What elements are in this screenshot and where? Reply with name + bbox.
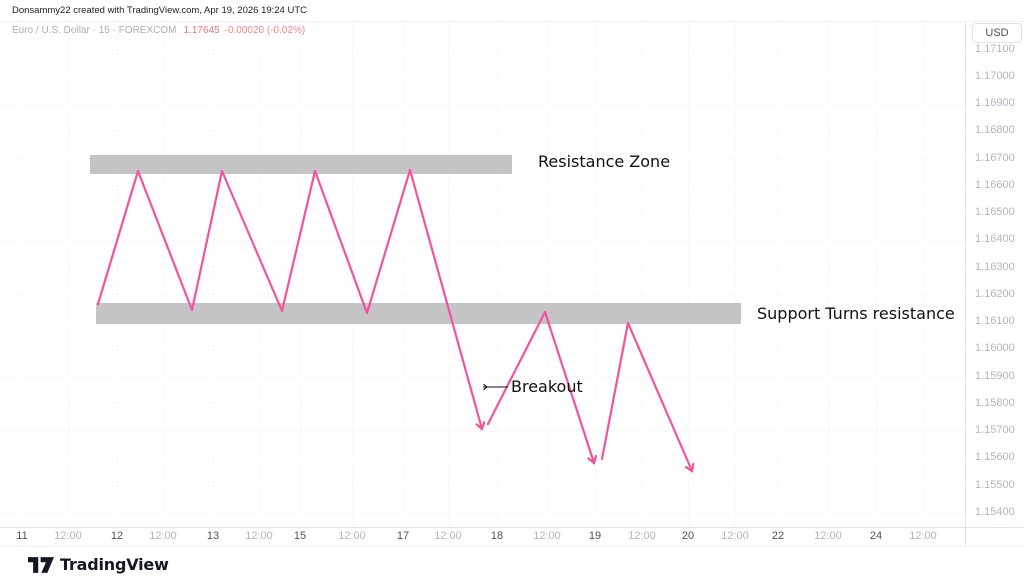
- price-tick-label: 1.16900: [975, 97, 1015, 109]
- time-tick-label: 12:00: [54, 530, 82, 542]
- chart-bottom-border: [0, 546, 1024, 547]
- time-tick-label: 18: [490, 530, 504, 542]
- drawing-layer: [96, 168, 695, 473]
- price-axis[interactable]: USD 1.17100 1.17000 1.16900 1.16800 1.16700 1…: [966, 22, 1024, 527]
- time-tick-label: 24: [869, 530, 883, 542]
- time-tick-label: 12:00: [533, 530, 561, 542]
- price-tick-label: 1.16700: [975, 151, 1015, 164]
- time-tick-label: 17: [396, 530, 410, 542]
- zones-layer: [90, 155, 741, 324]
- price-tick-label: 1.16100: [975, 315, 1015, 327]
- price-tick-label: 1.16800: [975, 124, 1015, 137]
- price-tick-label: 1.15500: [975, 478, 1015, 491]
- time-tick-label: 12:00: [434, 530, 462, 542]
- price-tick-label: 1.16400: [975, 233, 1015, 246]
- legend-symbol[interactable]: Euro / U.S. Dollar · 15 · FOREXCOM: [12, 25, 177, 36]
- price-tick-label: 1.16300: [975, 260, 1015, 273]
- price-tick-label: 1.15900: [975, 369, 1015, 382]
- currency-toggle-button[interactable]: USD: [972, 23, 1022, 43]
- resistance-zone-label[interactable]: Resistance Zone: [538, 152, 671, 171]
- price-tick-label: 1.15400: [975, 505, 1015, 518]
- time-tick-label: 12:00: [909, 530, 937, 542]
- breakout-label[interactable]: Breakout: [511, 377, 583, 396]
- time-tick-label: 12:00: [814, 530, 842, 542]
- zigzag-retest-rally-2[interactable]: [600, 321, 695, 473]
- watermark-text: Donsammy22 created with TradingView.com,…: [12, 5, 308, 16]
- legend-change: -0.00020 (-0.02%): [224, 25, 306, 36]
- tradingview-logo[interactable]: TradingView: [28, 555, 169, 574]
- price-tick-label: 1.16500: [975, 206, 1015, 218]
- legend-last-price: 1.17645: [183, 25, 220, 36]
- time-axis-separator: [0, 527, 1024, 528]
- time-axis[interactable]: 11 12:00 12 12:00 13 12:00 15 12:00 17 12:00 18 12:…: [0, 528, 965, 546]
- time-tick-label: 20: [681, 530, 695, 542]
- price-axis-separator: [965, 22, 966, 546]
- zigzag-range-zigzag-to-breakdown[interactable]: [96, 168, 486, 431]
- time-tick-label: 19: [588, 530, 602, 542]
- tradingview-logo-text: TradingView: [60, 555, 169, 574]
- price-tick-label: 1.15600: [975, 451, 1015, 464]
- price-tick-label: 1.16000: [975, 342, 1015, 355]
- time-tick-label: 22: [771, 530, 785, 542]
- time-tick-label: 12:00: [245, 530, 273, 542]
- time-tick-label: 15: [293, 530, 307, 542]
- support-zone-label[interactable]: Support Turns resistance: [757, 304, 955, 323]
- price-tick-label: 1.16600: [975, 178, 1015, 191]
- time-tick-label: 13: [206, 530, 220, 542]
- resistance-zone-rect[interactable]: [90, 155, 512, 174]
- price-tick-label: 1.17000: [975, 69, 1015, 82]
- legend: Euro / U.S. Dollar · 15 · FOREXCOM 1.1764…: [12, 25, 305, 36]
- price-tick-label: 1.15800: [975, 396, 1015, 409]
- price-tick-label: 1.17100: [975, 42, 1015, 55]
- price-tick-label: 1.15700: [975, 424, 1015, 436]
- time-tick-label: 12:00: [721, 530, 749, 542]
- time-tick-label: 11: [16, 530, 28, 542]
- price-tick-label: 1.16200: [975, 287, 1015, 300]
- support-zone-rect[interactable]: [96, 303, 741, 324]
- tradingview-logo-mark: [28, 556, 54, 573]
- time-tick-label: 12:00: [149, 530, 177, 542]
- chart-top-border: [0, 21, 1024, 22]
- time-tick-label: 12:00: [338, 530, 366, 542]
- grid-layer: [0, 22, 965, 527]
- time-tick-label: 12: [110, 530, 124, 542]
- time-tick-label: 12:00: [628, 530, 656, 542]
